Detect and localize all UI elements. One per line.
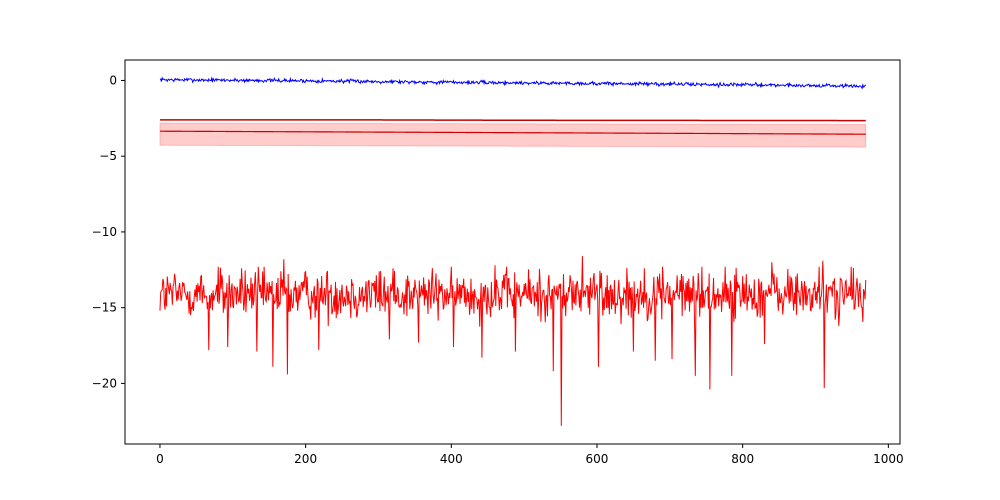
x-tick-label: 200 [294, 452, 317, 466]
x-tick-label: 800 [731, 452, 754, 466]
series-line-band-center [159, 130, 866, 135]
y-tick-label: −20 [92, 376, 117, 390]
y-tick-label: −15 [92, 301, 117, 315]
x-tick-label: 0 [156, 452, 164, 466]
x-axis: 0 200 400 600 800 1000 [156, 444, 904, 466]
y-tick-label: −5 [99, 149, 117, 163]
y-tick-label: 0 [109, 73, 117, 87]
plot-frame [124, 59, 901, 445]
series-line-red-noisy [159, 256, 867, 426]
x-tick-label: 400 [440, 452, 463, 466]
y-axis: 0 −5 −10 −15 −20 [92, 73, 125, 390]
series-line-upper-red [159, 119, 866, 122]
series-line-blue [159, 76, 867, 90]
x-tick-label: 1000 [873, 452, 904, 466]
y-tick-label: −10 [92, 225, 117, 239]
plot-background [125, 60, 900, 444]
x-tick-label: 600 [586, 452, 609, 466]
band-series [159, 122, 867, 148]
